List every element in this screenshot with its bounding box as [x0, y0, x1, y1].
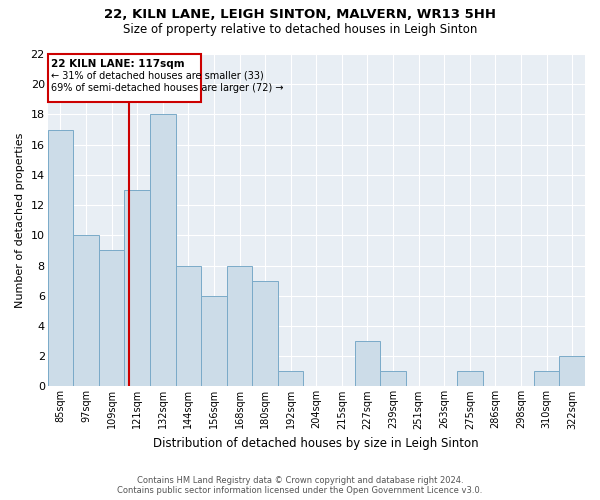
- Text: 22 KILN LANE: 117sqm: 22 KILN LANE: 117sqm: [52, 58, 185, 68]
- Bar: [278, 372, 304, 386]
- Bar: [355, 341, 380, 386]
- Bar: [380, 372, 406, 386]
- Bar: [150, 114, 176, 386]
- Text: Size of property relative to detached houses in Leigh Sinton: Size of property relative to detached ho…: [123, 22, 477, 36]
- Bar: [124, 190, 150, 386]
- Bar: [47, 54, 201, 102]
- Text: Contains HM Land Registry data © Crown copyright and database right 2024.
Contai: Contains HM Land Registry data © Crown c…: [118, 476, 482, 495]
- Bar: [534, 372, 559, 386]
- Y-axis label: Number of detached properties: Number of detached properties: [15, 132, 25, 308]
- Bar: [99, 250, 124, 386]
- Bar: [227, 266, 253, 386]
- Bar: [47, 130, 73, 386]
- Text: 69% of semi-detached houses are larger (72) →: 69% of semi-detached houses are larger (…: [52, 82, 284, 92]
- Bar: [201, 296, 227, 386]
- Bar: [176, 266, 201, 386]
- Bar: [73, 236, 99, 386]
- Text: ← 31% of detached houses are smaller (33): ← 31% of detached houses are smaller (33…: [52, 70, 264, 81]
- Bar: [253, 280, 278, 386]
- Text: 22, KILN LANE, LEIGH SINTON, MALVERN, WR13 5HH: 22, KILN LANE, LEIGH SINTON, MALVERN, WR…: [104, 8, 496, 20]
- X-axis label: Distribution of detached houses by size in Leigh Sinton: Distribution of detached houses by size …: [154, 437, 479, 450]
- Bar: [559, 356, 585, 386]
- Bar: [457, 372, 482, 386]
